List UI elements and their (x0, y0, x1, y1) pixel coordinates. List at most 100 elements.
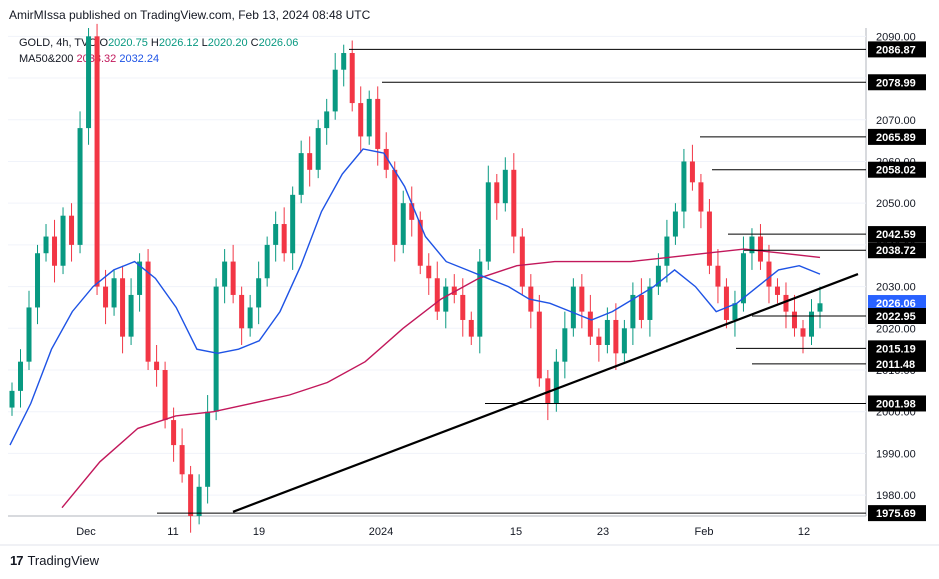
candle-body (400, 203, 406, 245)
y-tick-label: 2020.00 (876, 323, 916, 335)
level-price-label: 2001.98 (876, 398, 916, 410)
candle-body (375, 98, 381, 149)
candle-body (222, 261, 228, 287)
candle-body (77, 128, 83, 245)
ma-label[interactable]: MA50&200 (19, 53, 74, 65)
candle-body (349, 53, 355, 104)
x-tick-label: Feb (695, 526, 714, 538)
ascending-trendline (232, 273, 859, 513)
candle-body (213, 286, 219, 412)
open-value: 2020.75 (108, 37, 148, 49)
x-tick-label: Dec (76, 526, 96, 538)
candle-body (69, 215, 75, 245)
close-label: C (250, 37, 259, 49)
candle-body (94, 36, 100, 287)
candle-body (366, 98, 372, 137)
level-price-tag (868, 395, 926, 412)
candle-body (664, 236, 670, 266)
candle-body (587, 311, 593, 337)
candle-body (196, 486, 202, 516)
candle-body (230, 261, 236, 295)
candle-body (332, 69, 338, 112)
level-price-tag (868, 74, 926, 91)
candle-body (179, 445, 185, 475)
x-tick-label: 12 (798, 526, 810, 538)
x-tick-label: 19 (253, 526, 265, 538)
current-price-tag (868, 295, 926, 312)
candle-body (315, 128, 321, 170)
candle-body (451, 286, 457, 295)
brand-name: TradingView (27, 553, 100, 568)
ma50-value: 2032.24 (119, 53, 160, 65)
level-price-tag (868, 242, 926, 259)
level-price-label: 2015.19 (876, 343, 916, 355)
candle-body (239, 294, 245, 329)
level-price-label: 1975.69 (876, 508, 916, 520)
candle-body (417, 219, 423, 266)
candle-body (477, 261, 483, 337)
candle-body (426, 265, 432, 279)
candle-body (545, 378, 551, 404)
y-tick-label: 2070.00 (876, 115, 916, 127)
candle-body (443, 286, 449, 312)
candle-body (137, 261, 143, 295)
candle-body (621, 328, 627, 354)
candle-body (256, 278, 262, 308)
candle-body (26, 307, 32, 362)
close-value: 2026.06 (258, 37, 299, 49)
candle-body (128, 294, 134, 337)
candle-body (9, 390, 15, 408)
candle-body (689, 161, 695, 183)
candle-body (188, 474, 194, 516)
candle-body (536, 311, 542, 379)
level-price-label: 2038.72 (876, 245, 916, 257)
y-tick-label: 1980.00 (876, 490, 916, 502)
symbol-label[interactable]: GOLD, 4h, TVC (19, 37, 97, 49)
candle-body (52, 236, 58, 266)
candle-body (791, 311, 797, 329)
candle-body (655, 265, 661, 287)
publisher-line: AmirMIssa published on TradingView.com, … (9, 8, 371, 22)
candle-body (766, 261, 772, 287)
x-tick-label: 2024 (369, 526, 393, 538)
high-label: H (150, 37, 159, 49)
level-price-label: 2042.59 (876, 229, 916, 241)
candle-body (817, 303, 823, 312)
level-price-label: 2058.02 (876, 165, 916, 177)
candle-body (681, 161, 687, 212)
candle-body (613, 319, 619, 354)
level-price-tag (868, 161, 926, 178)
candle-body (409, 203, 415, 220)
level-price-tag (868, 355, 926, 372)
candle-body (273, 224, 279, 245)
open-label: O (99, 37, 109, 49)
high-value: 2026.12 (158, 37, 199, 49)
candle-body (808, 311, 814, 337)
current-price-label: 2026.06 (876, 298, 916, 310)
level-price-label: 2022.95 (876, 311, 916, 323)
candle-body (162, 370, 168, 421)
candle-body (485, 182, 491, 262)
candle-body (502, 169, 508, 204)
candle-body (43, 236, 49, 254)
level-price-label: 2011.48 (876, 359, 915, 371)
y-tick-label: 2050.00 (876, 198, 916, 210)
x-tick-label: 15 (510, 526, 522, 538)
candle-body (247, 307, 253, 329)
candle-body (298, 153, 304, 195)
candle-body (264, 244, 270, 279)
candle-body (145, 261, 151, 362)
footer-branding: 17 TradingView (10, 553, 99, 568)
candle-body (757, 236, 763, 262)
candle-body (715, 265, 721, 287)
candle-body (324, 111, 330, 129)
low-label: L (201, 37, 208, 49)
candle-body (307, 153, 313, 170)
candle-body (706, 211, 712, 266)
candle-body (205, 411, 211, 487)
candle-body (596, 336, 602, 345)
candle-body (60, 215, 66, 266)
level-price-label: 2065.89 (876, 132, 916, 144)
candle-body (494, 182, 500, 204)
